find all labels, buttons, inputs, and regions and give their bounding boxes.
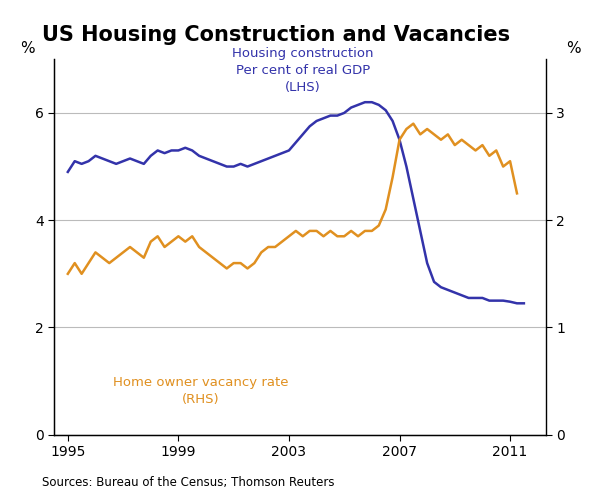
Text: Sources: Bureau of the Census; Thomson Reuters: Sources: Bureau of the Census; Thomson R…: [42, 476, 335, 489]
Text: %: %: [20, 41, 34, 55]
Text: %: %: [566, 41, 580, 55]
Text: Housing construction
Per cent of real GDP
(LHS): Housing construction Per cent of real GD…: [232, 47, 374, 94]
Text: US Housing Construction and Vacancies: US Housing Construction and Vacancies: [42, 25, 510, 44]
Text: Home owner vacancy rate
(RHS): Home owner vacancy rate (RHS): [113, 376, 288, 406]
